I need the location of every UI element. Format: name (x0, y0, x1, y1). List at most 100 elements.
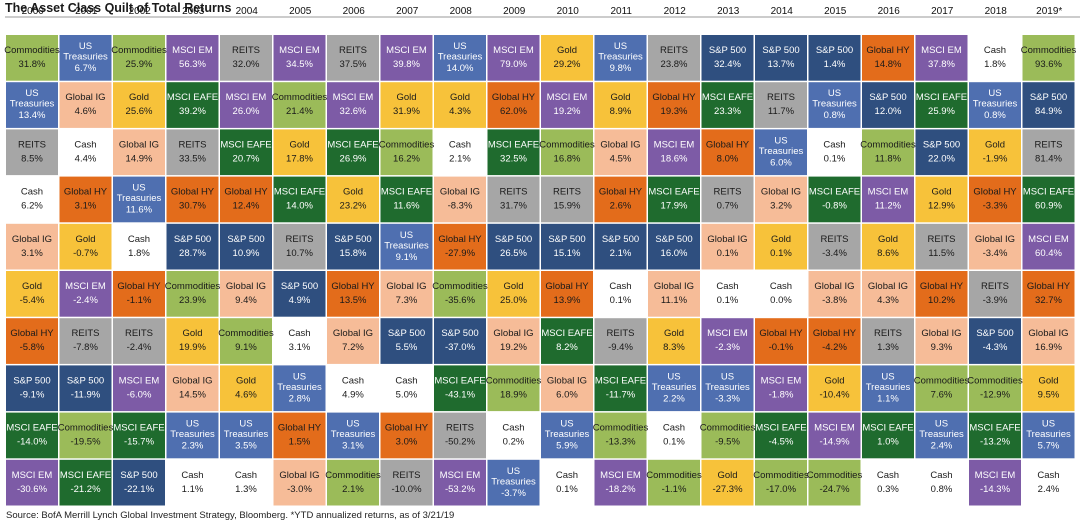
quilt-cell: Gold 12.9% (915, 176, 968, 223)
quilt-cell: S&P 500 -22.1% (113, 459, 165, 506)
quilt-cell-bg (380, 223, 433, 270)
quilt-cell-bg (113, 82, 165, 128)
quilt-cell-bg (1022, 412, 1075, 459)
quilt-cell: Commodities -13.3% (593, 412, 648, 459)
asset-class-label: MSCI EM (868, 187, 909, 198)
return-value: -14.9% (819, 437, 850, 448)
quilt-cell: Global HY 12.4% (220, 176, 272, 223)
asset-class-label: REITS (821, 234, 849, 245)
return-value: 3.0% (396, 437, 418, 448)
quilt-cell-bg (327, 459, 379, 506)
quilt-cell: Commodities -19.5% (58, 412, 113, 459)
return-value: 1.0% (877, 437, 899, 448)
quilt-cell-bg (915, 223, 968, 270)
quilt-cell-bg (1022, 365, 1075, 412)
quilt-cell-bg (327, 223, 379, 270)
quilt-cell: Global HY 3.1% (59, 176, 112, 223)
asset-class-label: Global HY (599, 187, 643, 198)
quilt-cell: Global HY 8.0% (701, 129, 754, 176)
asset-class-label: Gold (182, 328, 202, 339)
quilt-cell-bg (6, 223, 58, 270)
return-value: 30.7% (179, 201, 206, 212)
quilt-cell: REITS 37.5% (327, 35, 379, 81)
quilt-cell: REITS 10.7% (273, 223, 326, 270)
return-value: 4.3% (877, 295, 899, 306)
return-value: -2.4% (73, 295, 98, 306)
return-value: 0.3% (877, 484, 899, 495)
asset-class-label: Global IG (119, 139, 159, 150)
return-value: 84.9% (1035, 106, 1062, 117)
return-value: -1.1% (127, 295, 152, 306)
asset-class-label: Cash (877, 470, 899, 481)
return-value: 17.9% (661, 201, 688, 212)
quilt-cell-bg (59, 129, 112, 176)
quilt-cell-bg (273, 365, 326, 412)
return-value: 16.9% (1035, 342, 1062, 353)
quilt-cell-bg (915, 82, 968, 128)
asset-class-label: S&P 500 (976, 328, 1013, 339)
asset-class-label: Gold (236, 375, 256, 386)
quilt-cell: REITS 11.5% (915, 223, 968, 270)
return-value: 7.6% (931, 389, 953, 400)
quilt-cell: S&P 500 12.0% (862, 82, 914, 128)
year-header: 2006 (343, 6, 366, 17)
quilt-cell: Global IG 4.6% (59, 82, 112, 128)
quilt-cell-bg (273, 35, 326, 81)
asset-class-label: US Treasuries (652, 371, 697, 393)
quilt-cell: Gold -1.9% (969, 129, 1021, 176)
quilt-cell-bg (1022, 318, 1075, 364)
asset-class-label: Global IG (868, 281, 908, 292)
return-value: 11.8% (875, 153, 902, 164)
return-value: 0.1% (770, 248, 792, 259)
quilt-cell-bg (915, 412, 968, 459)
quilt-cell-bg (487, 459, 540, 506)
quilt-cell-bg (755, 412, 807, 459)
quilt-cell: Cash 1.8% (969, 35, 1021, 81)
quilt-cell: Global IG 7.2% (327, 318, 379, 364)
return-value: -4.5% (769, 437, 794, 448)
return-value: 26.5% (500, 248, 527, 259)
quilt-cell: Gold 8.6% (862, 223, 914, 270)
quilt-cell-bg (701, 318, 754, 364)
asset-class-label: Commodities (432, 281, 488, 292)
return-value: 9.1% (235, 342, 257, 353)
quilt-cell-bg (648, 459, 700, 506)
asset-class-label: Commodities (539, 139, 595, 150)
quilt-cell-bg (755, 365, 807, 412)
return-value: 23.8% (661, 59, 688, 70)
return-value: 15.1% (554, 248, 581, 259)
return-value: 4.9% (342, 389, 364, 400)
asset-class-label: MSCI EAFE (702, 92, 753, 103)
asset-class-label: US Treasuries (277, 371, 322, 393)
return-value: 13.5% (340, 295, 367, 306)
quilt-cell-bg (648, 412, 700, 459)
quilt-cell-bg (327, 35, 379, 81)
asset-class-label: Gold (75, 234, 95, 245)
return-value: 0.1% (663, 437, 685, 448)
quilt-cell: Cash 0.1% (701, 271, 754, 317)
quilt-cell-bg (969, 365, 1021, 412)
quilt-cell-bg (113, 412, 165, 459)
quilt-cell-bg (434, 129, 486, 176)
asset-class-label: Commodities (860, 139, 916, 150)
quilt-cell: Global HY -4.2% (808, 318, 861, 364)
quilt-cell-bg (648, 82, 700, 128)
return-value: -9.1% (20, 389, 45, 400)
quilt-cell: S&P 500 4.9% (273, 271, 326, 317)
asset-class-label: MSCI EAFE (60, 470, 111, 481)
quilt-cell-bg (434, 365, 486, 412)
quilt-cell: Gold -10.4% (808, 365, 861, 412)
year-header: 2004 (236, 6, 259, 17)
return-value: 25.9% (126, 59, 153, 70)
return-value: 3.5% (235, 441, 257, 452)
asset-class-label: Global IG (761, 187, 801, 198)
year-header: 2000 (22, 6, 45, 17)
quilt-cell-bg (541, 271, 593, 317)
quilt-cell-bg (969, 271, 1021, 317)
return-value: 7.2% (342, 342, 364, 353)
asset-class-label: S&P 500 (762, 45, 799, 56)
